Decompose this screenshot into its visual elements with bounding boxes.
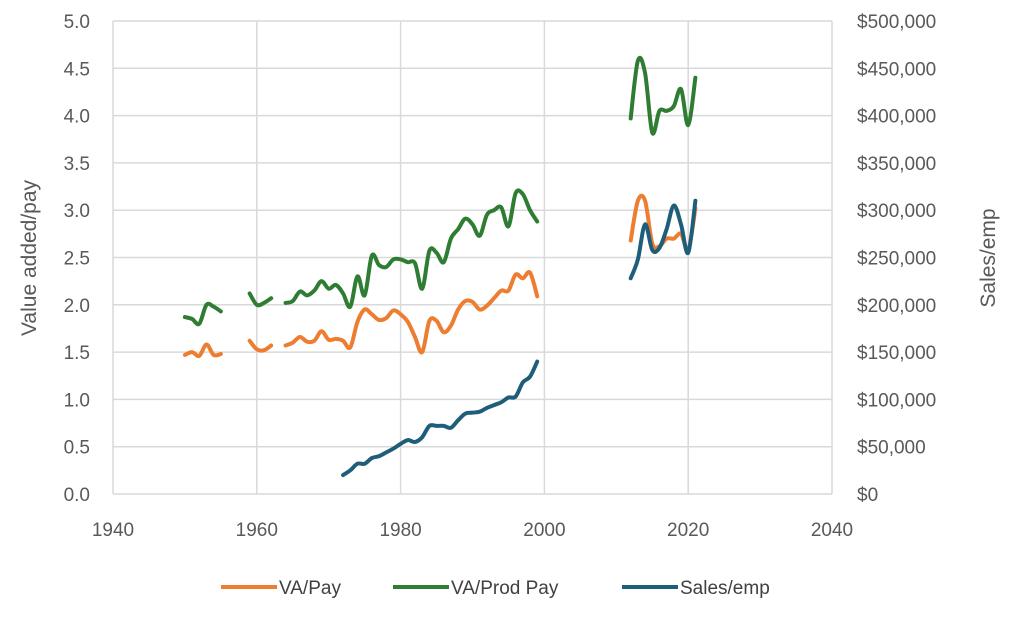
legend-label: VA/Prod Pay xyxy=(451,578,559,599)
legend-item-va-pay: VA/Pay xyxy=(221,578,341,599)
legend-item-va-prod-pay: VA/Prod Pay xyxy=(393,578,559,599)
series-sales-emp xyxy=(341,198,698,478)
axes: 0.0 0.5 1.0 1.5 2.0 2.5 3.0 3.5 4.0 4.5 5.0 $0 $50,0… xyxy=(64,12,937,541)
y2-tick-label: $500,000 xyxy=(857,12,936,33)
secondary-y-axis-title: Sales/emp xyxy=(977,208,1000,307)
y2-tick-label: $250,000 xyxy=(857,249,936,270)
series-line-va-prod-pay xyxy=(283,188,540,310)
y-tick-label: 2.5 xyxy=(64,249,90,270)
series-line-va-pay xyxy=(283,270,540,355)
y-tick-label: 3.5 xyxy=(64,154,90,175)
y-tick-label: 4.0 xyxy=(64,107,90,128)
legend-item-sales-emp: Sales/emp xyxy=(622,578,770,599)
series-line-sales-emp xyxy=(628,198,698,281)
y-tick-label: 0.0 xyxy=(64,485,90,506)
y2-tick-label: $200,000 xyxy=(857,296,936,317)
series-line-va-pay xyxy=(247,338,274,353)
y-tick-label: 0.5 xyxy=(64,438,90,459)
grid-lines xyxy=(112,20,833,495)
series-line-va-pay xyxy=(182,342,223,359)
y2-tick-label: $350,000 xyxy=(857,154,936,175)
y-tick-label: 1.0 xyxy=(64,390,90,411)
series-line-sales-emp xyxy=(341,359,540,478)
x-tick-label: 1960 xyxy=(236,520,278,541)
x-tick-label: 2000 xyxy=(523,520,565,541)
y2-tick-label: $150,000 xyxy=(857,343,936,364)
y2-tick-label: $300,000 xyxy=(857,201,936,222)
x-tick-label: 1980 xyxy=(379,520,421,541)
series-lines xyxy=(182,55,698,478)
x-tick-label: 2020 xyxy=(667,520,709,541)
series-line-va-prod-pay xyxy=(247,291,274,308)
y-tick-label: 4.5 xyxy=(64,59,90,80)
y-axis-title: Value added/pay xyxy=(18,179,41,336)
y-tick-label: 3.0 xyxy=(64,201,90,222)
y2-tick-label: $0 xyxy=(857,485,878,506)
x-tick-label: 2040 xyxy=(811,520,853,541)
x-tick-label: 1940 xyxy=(92,520,134,541)
y2-tick-label: $100,000 xyxy=(857,390,936,411)
y-tick-label: 5.0 xyxy=(64,12,90,33)
y2-tick-label: $450,000 xyxy=(857,59,936,80)
y2-tick-label: $50,000 xyxy=(857,438,926,459)
series-va-pay xyxy=(182,193,698,359)
series-line-va-prod-pay xyxy=(182,301,223,327)
legend-label: Sales/emp xyxy=(680,578,770,599)
y-tick-label: 1.5 xyxy=(64,343,90,364)
series-va-prod-pay xyxy=(182,55,698,327)
y2-tick-label: $400,000 xyxy=(857,107,936,128)
legend: VA/Pay VA/Prod Pay Sales/emp xyxy=(221,578,770,599)
series-line-va-prod-pay xyxy=(628,55,698,136)
y-tick-label: 2.0 xyxy=(64,296,90,317)
legend-label: VA/Pay xyxy=(279,578,341,599)
